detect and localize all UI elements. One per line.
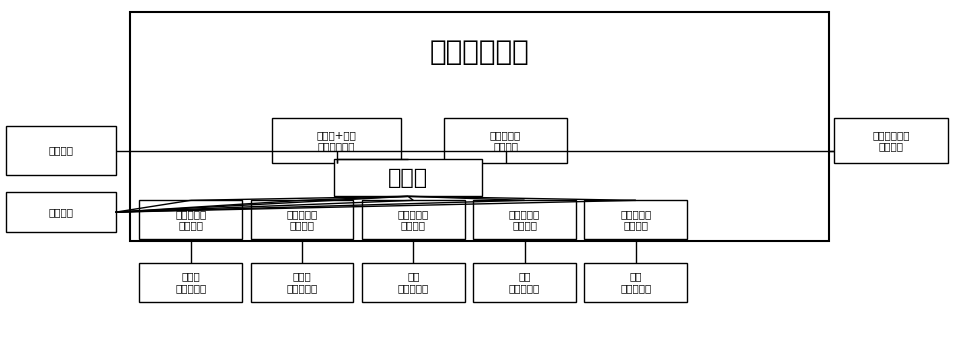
- Text: 蓝光
发光二极管: 蓝光 发光二极管: [619, 271, 651, 293]
- Text: 冷白光
发光二极管: 冷白光 发光二极管: [174, 271, 206, 293]
- Bar: [130, 12, 828, 241]
- Bar: [6, 126, 115, 175]
- Text: 供电电路: 供电电路: [49, 207, 73, 217]
- Bar: [6, 192, 115, 232]
- Text: 绿光
发光二极管: 绿光 发光二极管: [508, 271, 539, 293]
- Bar: [139, 200, 242, 239]
- Bar: [361, 263, 464, 302]
- Text: 暖白光
发光二极管: 暖白光 发光二极管: [286, 271, 317, 293]
- Bar: [584, 263, 686, 302]
- Bar: [251, 263, 353, 302]
- Bar: [443, 118, 567, 163]
- Text: 第二占空比
输出单元: 第二占空比 输出单元: [286, 209, 317, 231]
- Bar: [251, 200, 353, 239]
- Bar: [334, 159, 481, 196]
- Text: 第五占空比
输出单元: 第五占空比 输出单元: [619, 209, 651, 231]
- Text: 处理器: 处理器: [388, 168, 428, 188]
- Bar: [361, 200, 464, 239]
- Bar: [833, 118, 947, 163]
- Bar: [273, 118, 400, 163]
- Text: 平均值+中值
滤波算法单元: 平均值+中值 滤波算法单元: [316, 130, 356, 151]
- Bar: [139, 263, 242, 302]
- Text: 抗干扰滤波
处理单元: 抗干扰滤波 处理单元: [490, 130, 520, 151]
- Text: 采样控制单元: 采样控制单元: [429, 38, 529, 66]
- Text: 热释红外感应
采样元件: 热释红外感应 采样元件: [871, 130, 908, 151]
- Text: 光敏元件: 光敏元件: [49, 146, 73, 156]
- Bar: [473, 200, 576, 239]
- Bar: [584, 200, 686, 239]
- Text: 第一占空比
输出单元: 第一占空比 输出单元: [174, 209, 206, 231]
- Text: 第三占空比
输出单元: 第三占空比 输出单元: [397, 209, 429, 231]
- Text: 第四占空比
输出单元: 第四占空比 输出单元: [508, 209, 539, 231]
- Bar: [473, 263, 576, 302]
- Text: 红光
发光二极管: 红光 发光二极管: [397, 271, 429, 293]
